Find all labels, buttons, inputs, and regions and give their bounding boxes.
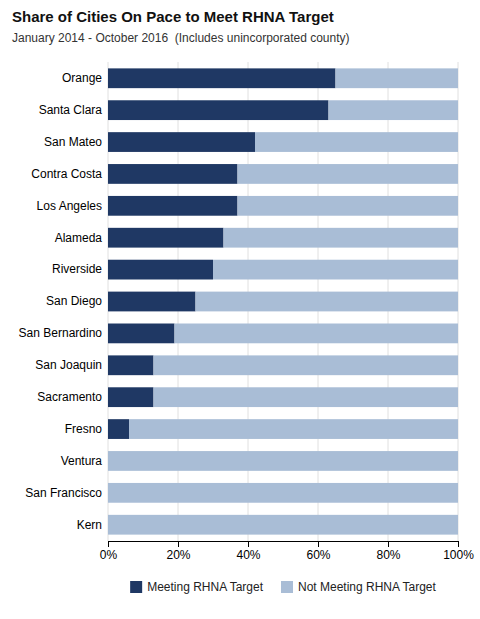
bar bbox=[108, 483, 458, 503]
y-axis: Orange Santa Clara San Mateo Contra Costa Lo… bbox=[19, 71, 103, 531]
legend-label: Not Meeting RHNA Target bbox=[298, 580, 437, 594]
subtitle: January 2014 - October 2016 (Includes un… bbox=[12, 31, 350, 45]
grid bbox=[108, 62, 458, 541]
tick-label: Alameda bbox=[55, 231, 103, 245]
plot: 0% 20% 40% 60% 80% 100% Orange Santa Clara San M… bbox=[19, 62, 475, 562]
tick: Kern bbox=[77, 518, 102, 532]
bar bbox=[154, 387, 459, 407]
bar bbox=[329, 100, 459, 120]
tick: 60% bbox=[306, 541, 330, 562]
bar bbox=[255, 132, 458, 152]
tick: 20% bbox=[166, 541, 190, 562]
tick-label: 80% bbox=[376, 548, 400, 562]
tick: Sacramento bbox=[37, 390, 102, 404]
bar bbox=[196, 292, 459, 312]
chart: Share of Cities On Pace to Meet RHNA Tar… bbox=[0, 0, 480, 619]
axis-line bbox=[109, 542, 459, 548]
bar bbox=[108, 196, 238, 216]
bar bbox=[108, 68, 336, 88]
title: Share of Cities On Pace to Meet RHNA Tar… bbox=[12, 8, 334, 25]
tick: San Bernardino bbox=[19, 326, 103, 340]
tick-label: San Diego bbox=[46, 294, 102, 308]
bar bbox=[238, 196, 459, 216]
tick-label: San Mateo bbox=[44, 135, 102, 149]
tick: 100% bbox=[443, 541, 474, 562]
bars bbox=[108, 68, 458, 534]
tick-label: 60% bbox=[306, 548, 330, 562]
legend: Meeting RHNA Target Not Meeting RHNA Targ… bbox=[130, 580, 436, 594]
series bbox=[108, 68, 458, 534]
bar bbox=[238, 164, 459, 184]
bar bbox=[108, 132, 255, 152]
bar bbox=[336, 68, 459, 88]
tick: Fresno bbox=[65, 422, 103, 436]
tick: San Joaquin bbox=[35, 358, 102, 372]
bar bbox=[108, 260, 213, 280]
tick-label: Orange bbox=[62, 71, 102, 85]
tick-label: Ventura bbox=[61, 454, 103, 468]
tick: 40% bbox=[236, 541, 260, 562]
x-axis: 0% 20% 40% 60% 80% 100% bbox=[100, 541, 474, 562]
tick-label: 0% bbox=[100, 548, 118, 562]
legend-item: Not Meeting RHNA Target bbox=[281, 580, 437, 594]
bar bbox=[108, 164, 238, 184]
tick: Los Angeles bbox=[37, 199, 102, 213]
tick-mark bbox=[178, 541, 179, 547]
bar bbox=[224, 228, 459, 248]
tick-label: Fresno bbox=[65, 422, 103, 436]
tick: San Francisco bbox=[25, 486, 102, 500]
series bbox=[108, 68, 336, 439]
tick-label: San Bernardino bbox=[19, 326, 103, 340]
tick: 0% bbox=[100, 541, 118, 562]
legend-label: Meeting RHNA Target bbox=[147, 580, 264, 594]
bar bbox=[108, 100, 329, 120]
tick-mark bbox=[318, 541, 319, 547]
bar bbox=[175, 324, 459, 344]
tick-label: Sacramento bbox=[37, 390, 102, 404]
tick-mark bbox=[108, 541, 109, 547]
tick: Santa Clara bbox=[39, 103, 103, 117]
legend-swatch bbox=[130, 581, 142, 593]
bar bbox=[108, 355, 154, 375]
legend-swatch bbox=[281, 581, 293, 593]
tick-label: 100% bbox=[443, 548, 474, 562]
bar bbox=[108, 387, 154, 407]
bar bbox=[154, 355, 459, 375]
legend-item: Meeting RHNA Target bbox=[130, 580, 264, 594]
tick: Ventura bbox=[61, 454, 103, 468]
tick-mark bbox=[248, 541, 249, 547]
tick-label: 20% bbox=[166, 548, 190, 562]
tick-label: Contra Costa bbox=[31, 167, 102, 181]
bar bbox=[108, 419, 129, 439]
tick: Alameda bbox=[55, 231, 103, 245]
tick: Riverside bbox=[52, 262, 102, 276]
tick: Orange bbox=[62, 71, 102, 85]
bar bbox=[108, 228, 224, 248]
bar bbox=[108, 515, 458, 535]
bar bbox=[108, 451, 458, 471]
bar bbox=[129, 419, 458, 439]
tick-label: San Francisco bbox=[25, 486, 102, 500]
tick-label: Kern bbox=[77, 518, 102, 532]
tick-label: San Joaquin bbox=[35, 358, 102, 372]
tick: Contra Costa bbox=[31, 167, 102, 181]
tick: 80% bbox=[376, 541, 400, 562]
tick-label: Riverside bbox=[52, 262, 102, 276]
tick-label: Los Angeles bbox=[37, 199, 102, 213]
tick: San Mateo bbox=[44, 135, 102, 149]
tick-mark bbox=[458, 541, 459, 547]
bar bbox=[108, 292, 196, 312]
tick-label: 40% bbox=[236, 548, 260, 562]
bar bbox=[108, 324, 175, 344]
tick-mark bbox=[388, 541, 389, 547]
tick: San Diego bbox=[46, 294, 102, 308]
bar bbox=[213, 260, 458, 280]
tick-label: Santa Clara bbox=[39, 103, 103, 117]
